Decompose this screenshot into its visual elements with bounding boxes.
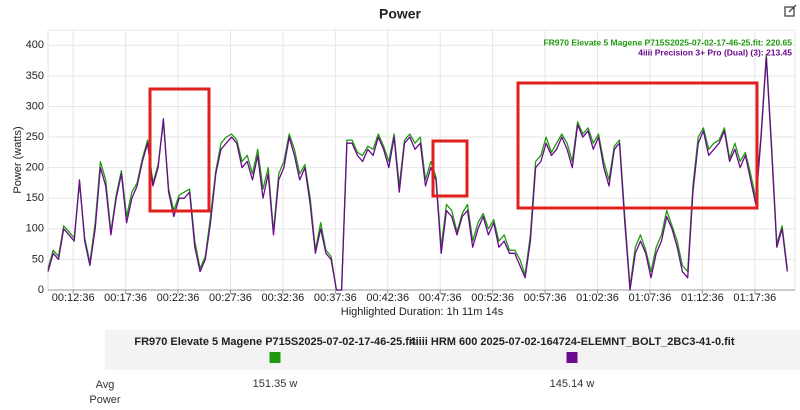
column-header: FR970 Elevate 5 Magene P715S2025-07-02-1… bbox=[134, 336, 416, 348]
x-tick-label: 01:02:36 bbox=[576, 292, 619, 304]
highlight-box bbox=[431, 139, 469, 198]
y-tick-label: 200 bbox=[26, 162, 44, 174]
table-cell: 151.35 w bbox=[252, 378, 298, 390]
y-axis-label: Power (watts) bbox=[12, 126, 24, 193]
legend-swatch bbox=[269, 352, 281, 363]
y-tick-label: 300 bbox=[26, 100, 44, 112]
y-tick-label: 250 bbox=[26, 131, 44, 143]
icon-arrow bbox=[788, 4, 797, 13]
summary-table: FR970 Elevate 5 Magene P715S2025-07-02-1… bbox=[0, 330, 800, 410]
chart: Power Power (watts) Highlighted Duration… bbox=[12, 4, 797, 318]
x-tick-label: 01:07:36 bbox=[629, 292, 672, 304]
y-tick-label: 150 bbox=[26, 192, 44, 204]
x-tick-label: 00:32:36 bbox=[261, 292, 304, 304]
x-tick-label: 01:17:36 bbox=[733, 292, 776, 304]
table-header bbox=[105, 330, 800, 370]
x-tick-label: 00:57:36 bbox=[524, 292, 567, 304]
icon-box bbox=[784, 6, 795, 17]
row-label: Avg Power bbox=[89, 379, 121, 406]
annotations bbox=[148, 81, 759, 213]
legend-swatch bbox=[566, 352, 578, 363]
column-header: 4iiii HRM 600 2025-07-02-164724-ELEMNT_B… bbox=[409, 336, 735, 348]
y-tick-label: 0 bbox=[38, 284, 44, 296]
y-tick-label: 50 bbox=[32, 253, 44, 265]
y-tick-label: 350 bbox=[26, 70, 44, 82]
x-tick-label: 00:12:36 bbox=[52, 292, 95, 304]
chart-title: Power bbox=[379, 6, 422, 22]
x-axis-label: Highlighted Duration: 1h 11m 14s bbox=[341, 306, 504, 318]
table-cell: 145.14 w bbox=[549, 378, 595, 390]
x-tick-label: 00:17:36 bbox=[104, 292, 147, 304]
series-line bbox=[47, 56, 788, 291]
plot: 0 50 100 150 200 250 300 350 400 00:12:36 00:17:36… bbox=[26, 29, 796, 304]
highlight-box bbox=[516, 81, 759, 210]
x-tick-label: 00:37:36 bbox=[314, 292, 357, 304]
export-icon[interactable] bbox=[784, 4, 797, 17]
highlight-box bbox=[148, 87, 211, 213]
x-tick-label: 00:47:36 bbox=[419, 292, 462, 304]
tooltip-line: FR970 Elevate 5 Magene P715S2025-07-02-1… bbox=[543, 37, 792, 47]
x-tick-label: 00:52:36 bbox=[471, 292, 514, 304]
x-tick-label: 00:42:36 bbox=[366, 292, 409, 304]
x-tick-label: 00:27:36 bbox=[209, 292, 252, 304]
x-tick-label: 00:22:36 bbox=[157, 292, 200, 304]
tooltip-line: 4iiii Precision 3+ Pro (Dual) (3): 213.4… bbox=[638, 47, 792, 57]
y-tick-label: 100 bbox=[26, 223, 44, 235]
y-tick-label: 400 bbox=[26, 39, 44, 51]
series-line bbox=[47, 53, 788, 291]
x-tick-label: 01:12:36 bbox=[681, 292, 724, 304]
plot-area bbox=[47, 29, 796, 291]
